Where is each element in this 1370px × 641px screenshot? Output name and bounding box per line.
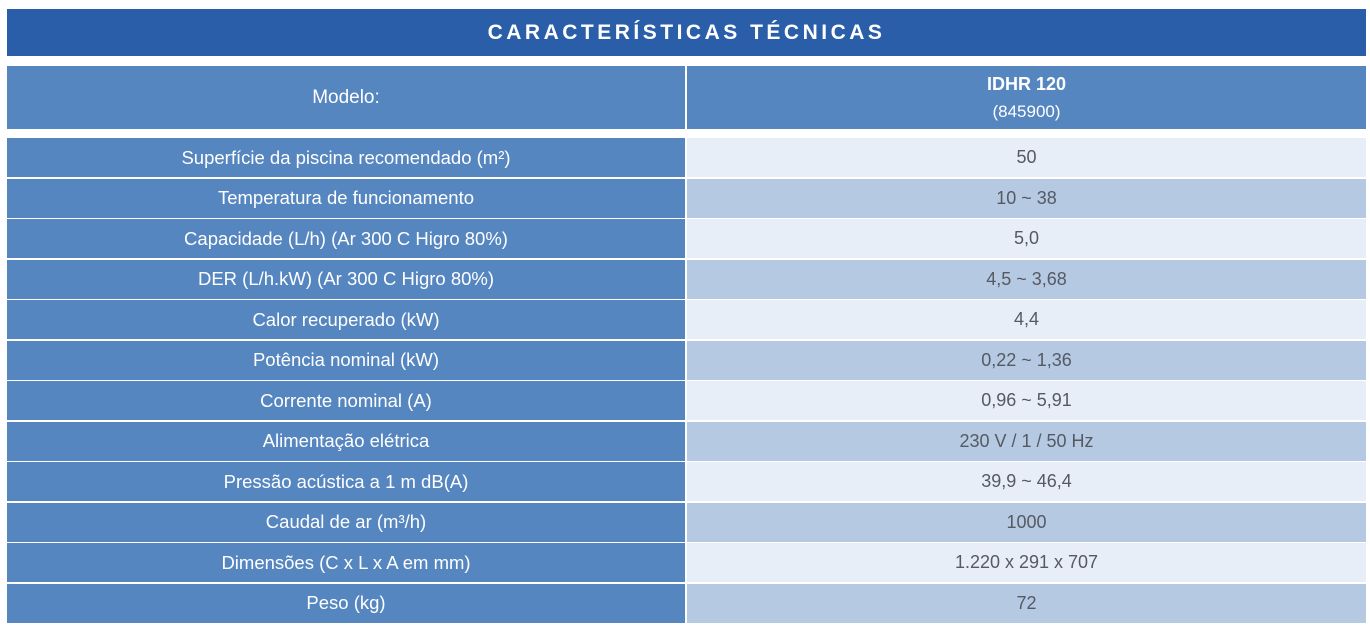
table-row: Peso (kg) 72	[7, 583, 1366, 623]
table-row: Calor recuperado (kW) 4,4	[7, 300, 1366, 339]
row-value: 5,0	[687, 219, 1366, 258]
table-row: Superfície da piscina recomendado (m²) 5…	[7, 138, 1366, 177]
row-label: Potência nominal (kW)	[7, 340, 685, 380]
table-row: Temperatura de funcionamento 10 ~ 38	[7, 178, 1366, 218]
row-label: DER (L/h.kW) (Ar 300 C Higro 80%)	[7, 259, 685, 299]
row-label: Dimensões (C x L x A em mm)	[7, 543, 685, 582]
table-row: Caudal de ar (m³/h) 1000	[7, 502, 1366, 542]
row-value: 1000	[687, 502, 1366, 542]
row-value: 0,96 ~ 5,91	[687, 381, 1366, 420]
table-row: Potência nominal (kW) 0,22 ~ 1,36	[7, 340, 1366, 380]
table-row: DER (L/h.kW) (Ar 300 C Higro 80%) 4,5 ~ …	[7, 259, 1366, 299]
title-spacer	[7, 56, 1366, 66]
row-label: Pressão acústica a 1 m dB(A)	[7, 462, 685, 501]
row-value: 39,9 ~ 46,4	[687, 462, 1366, 501]
table-title: CARACTERÍSTICAS TÉCNICAS	[7, 9, 1366, 56]
table-row: Alimentação elétrica 230 V / 1 / 50 Hz	[7, 421, 1366, 461]
row-value: 72	[687, 583, 1366, 623]
row-label: Caudal de ar (m³/h)	[7, 502, 685, 542]
row-value: 4,5 ~ 3,68	[687, 259, 1366, 299]
row-label: Capacidade (L/h) (Ar 300 C Higro 80%)	[7, 219, 685, 258]
row-value: 1.220 x 291 x 707	[687, 543, 1366, 582]
table-row: Pressão acústica a 1 m dB(A) 39,9 ~ 46,4	[7, 462, 1366, 501]
row-label: Temperatura de funcionamento	[7, 178, 685, 218]
header-separator	[7, 129, 1366, 138]
row-label: Corrente nominal (A)	[7, 381, 685, 420]
table-row: Corrente nominal (A) 0,96 ~ 5,91	[7, 381, 1366, 420]
row-label: Calor recuperado (kW)	[7, 300, 685, 339]
model-value-cell: IDHR 120 (845900)	[687, 66, 1366, 129]
table-row: Dimensões (C x L x A em mm) 1.220 x 291 …	[7, 543, 1366, 582]
model-label: Modelo:	[7, 66, 685, 129]
row-value: 4,4	[687, 300, 1366, 339]
model-code: (845900)	[992, 101, 1061, 121]
row-value: 50	[687, 138, 1366, 177]
row-value: 0,22 ~ 1,36	[687, 340, 1366, 380]
row-value: 230 V / 1 / 50 Hz	[687, 421, 1366, 461]
table-row: Capacidade (L/h) (Ar 300 C Higro 80%) 5,…	[7, 219, 1366, 258]
row-label: Superfície da piscina recomendado (m²)	[7, 138, 685, 177]
row-label: Alimentação elétrica	[7, 421, 685, 461]
model-header-row: Modelo: IDHR 120 (845900)	[7, 66, 1366, 129]
spec-rows: Superfície da piscina recomendado (m²) 5…	[7, 138, 1366, 624]
model-name: IDHR 120	[986, 73, 1067, 94]
spec-table: CARACTERÍSTICAS TÉCNICAS Modelo: IDHR 12…	[7, 9, 1366, 624]
row-value: 10 ~ 38	[687, 178, 1366, 218]
row-label: Peso (kg)	[7, 583, 685, 623]
